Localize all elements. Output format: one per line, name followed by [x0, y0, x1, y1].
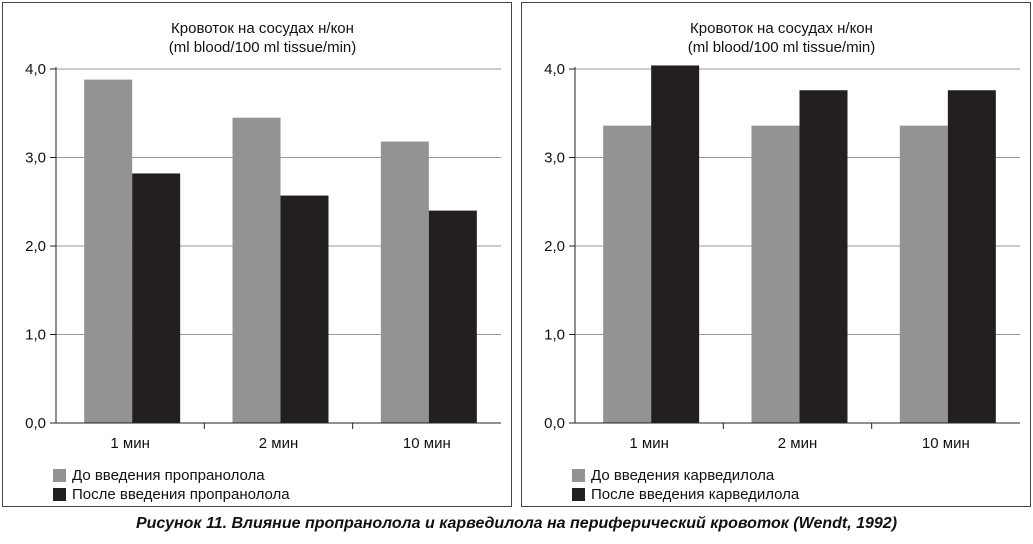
bar-after [428, 210, 477, 423]
x-tick-label: 1 мин [110, 435, 150, 452]
y-tick-label: 0,0 [544, 415, 565, 432]
bar-before [232, 117, 281, 424]
y-tick-label: 3,0 [25, 150, 46, 167]
bar-after [947, 90, 996, 424]
legend: До введения пропранолола После введения … [53, 466, 290, 504]
x-tick-label: 10 мин [403, 435, 451, 452]
chart-title: Кровоток на сосудах н/кон [690, 20, 873, 37]
y-tick-label: 2,0 [544, 238, 565, 255]
bar-after [132, 173, 181, 423]
x-tick-label: 2 мин [778, 435, 818, 452]
y-tick-label: 2,0 [25, 238, 46, 255]
legend-item-before: До введения пропранолола [53, 466, 290, 485]
legend-swatch-after [572, 488, 585, 501]
legend-swatch-after [53, 488, 66, 501]
x-tick-label: 2 мин [259, 435, 299, 452]
bar-chart-carvedilol: Кровоток на сосудах н/кон (ml blood/100 m… [544, 20, 1020, 452]
bar-before [603, 125, 652, 423]
bar-before [380, 141, 429, 423]
chart-subtitle: (ml blood/100 ml tissue/min) [688, 39, 876, 56]
y-tick-label: 4,0 [25, 61, 46, 78]
bar-after [651, 65, 700, 424]
chart-panel-carvedilol: Кровоток на сосудах н/кон (ml blood/100 m… [521, 2, 1031, 507]
legend-item-after: После введения карведилола [572, 485, 799, 504]
y-tick-label: 0,0 [25, 415, 46, 432]
y-tick-label: 1,0 [544, 327, 565, 344]
legend-label-after: После введения пропранолола [72, 486, 290, 503]
y-tick-label: 4,0 [544, 61, 565, 78]
legend: До введения карведилола После введения к… [572, 466, 799, 504]
bar-after [280, 195, 329, 423]
bar-before [751, 125, 800, 423]
bar-after [799, 90, 848, 424]
legend-label-before: До введения пропранолола [72, 467, 265, 484]
figure-caption: Рисунок 11. Влияние пропранолола и карве… [135, 515, 898, 532]
bar-chart-propranolol: Кровоток на сосудах н/кон (ml blood/100 m… [25, 20, 501, 452]
y-tick-label: 1,0 [25, 327, 46, 344]
y-tick-label: 3,0 [544, 150, 565, 167]
legend-item-after: После введения пропранолола [53, 485, 290, 504]
bar-before [899, 125, 948, 423]
legend-item-before: До введения карведилола [572, 466, 799, 485]
legend-label-before: До введения карведилола [591, 467, 775, 484]
chart-title: Кровоток на сосудах н/кон [171, 20, 354, 37]
chart-panel-propranolol: Кровоток на сосудах н/кон (ml blood/100 m… [2, 2, 512, 507]
legend-swatch-before [53, 469, 66, 482]
legend-swatch-before [572, 469, 585, 482]
bar-before [84, 79, 133, 424]
chart-subtitle: (ml blood/100 ml tissue/min) [169, 39, 357, 56]
legend-label-after: После введения карведилола [591, 486, 800, 503]
x-tick-label: 10 мин [922, 435, 970, 452]
x-tick-label: 1 мин [629, 435, 669, 452]
